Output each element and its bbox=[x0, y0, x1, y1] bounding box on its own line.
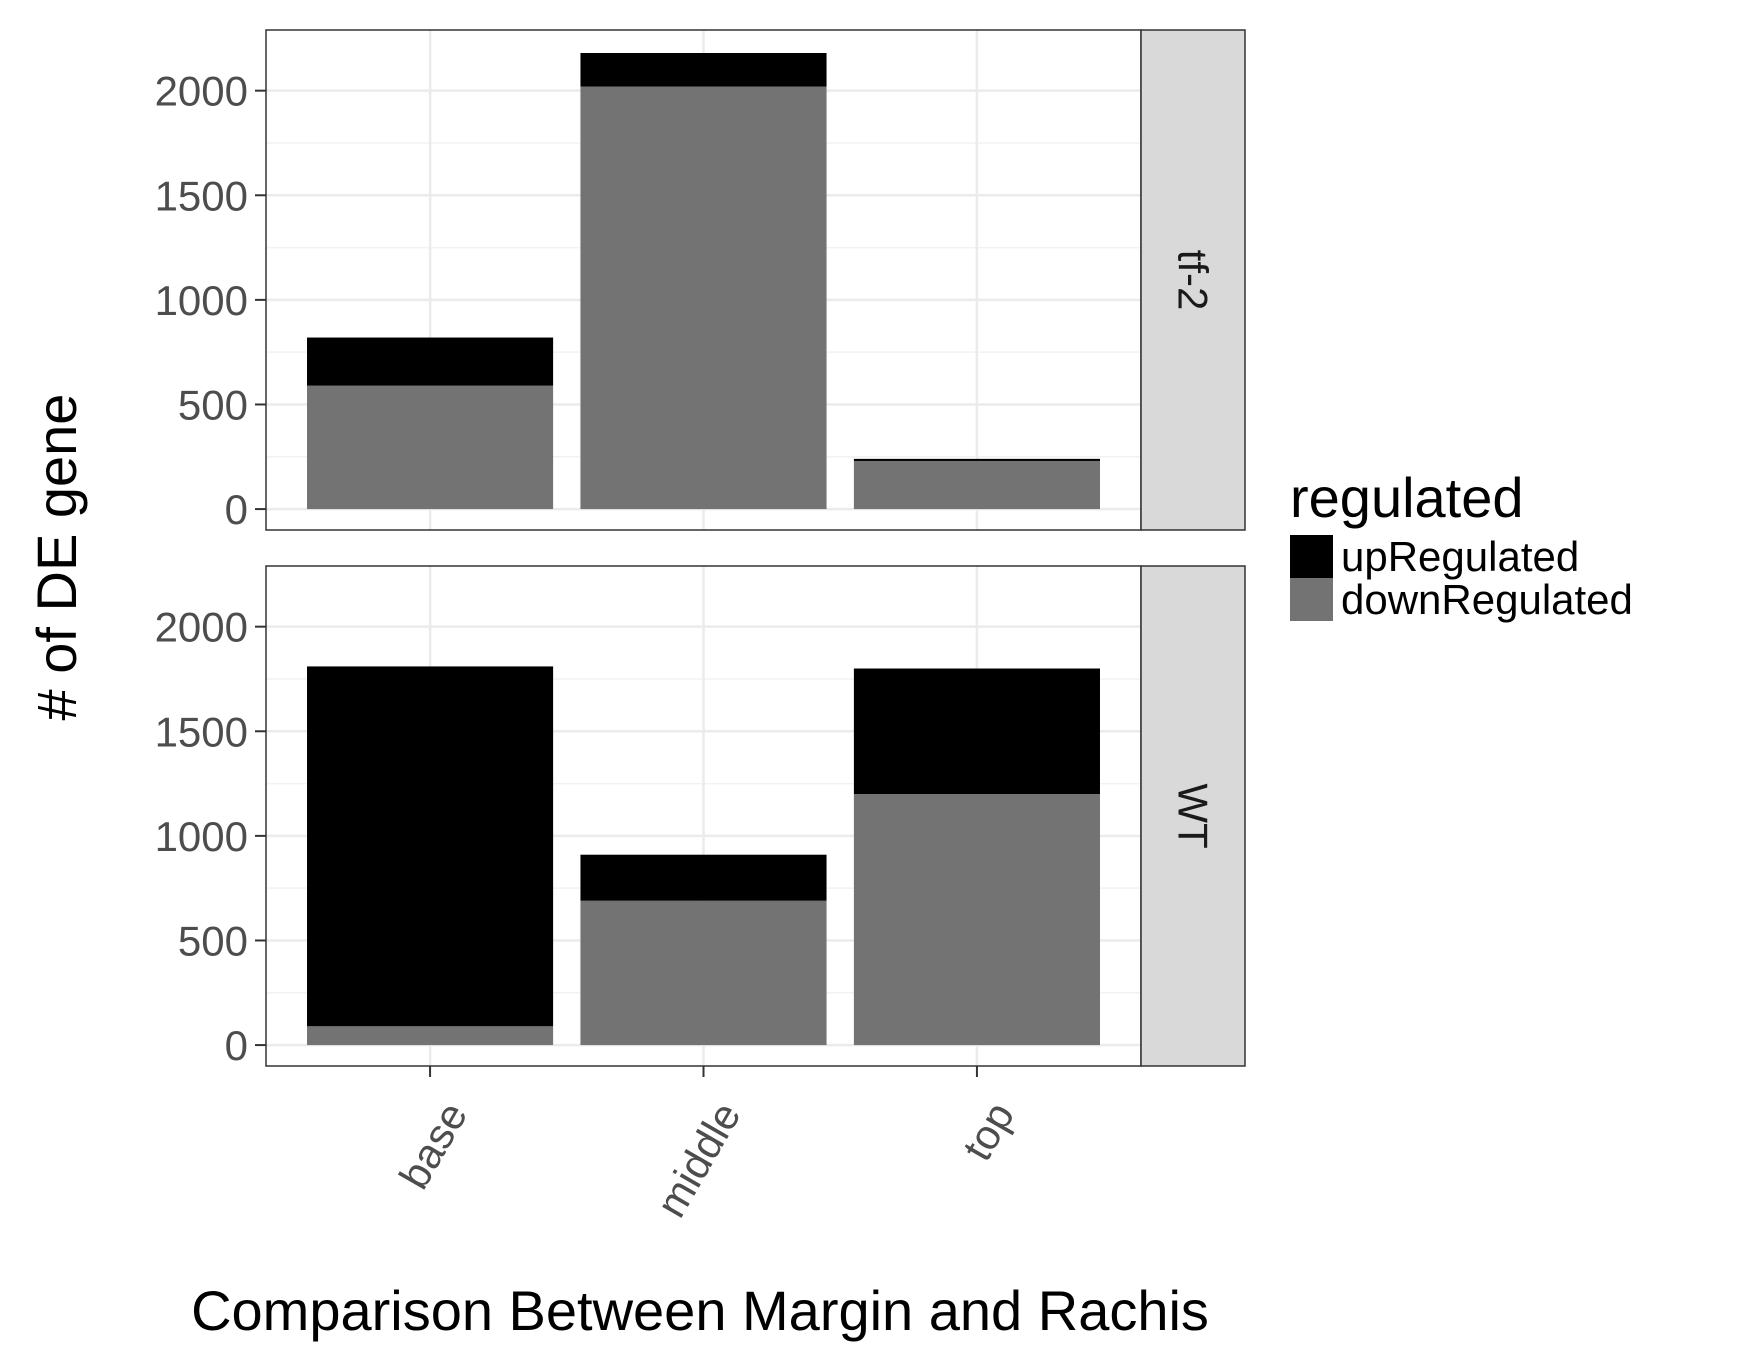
y-tick-label: 2000 bbox=[155, 68, 248, 115]
legend: regulated upRegulated downRegulated bbox=[1290, 466, 1633, 623]
bar-wt-middle-upregulated bbox=[580, 854, 827, 901]
bar-wt-base-downregulated bbox=[307, 1026, 554, 1046]
bar-wt-top-upregulated bbox=[853, 668, 1100, 795]
facet-label-tf-2: tf-2 bbox=[1170, 250, 1217, 311]
bar-tf-2-base-upregulated bbox=[307, 337, 554, 386]
panels-layer: 0 500 1000 1500 2000 tf-2 0 500 1000 1500 2000 WT ba… bbox=[155, 29, 1246, 1225]
y-tick-label: 2000 bbox=[155, 604, 248, 651]
legend-label-upregulated: upRegulated bbox=[1341, 533, 1579, 580]
bar-tf-2-top-downregulated bbox=[853, 460, 1100, 510]
bar-tf-2-middle-downregulated bbox=[580, 86, 827, 510]
facet-label-wt: WT bbox=[1170, 783, 1217, 848]
legend-swatch-upregulated bbox=[1290, 535, 1333, 578]
y-axis-title: # of DE gene bbox=[25, 394, 88, 721]
panel-wt: 0 500 1000 1500 2000 WT bbox=[155, 565, 1246, 1069]
y-tick-label: 500 bbox=[178, 381, 248, 428]
x-axis: base middle top bbox=[390, 1066, 1023, 1225]
x-tick-label-top: top bbox=[953, 1094, 1023, 1168]
bar-wt-top-downregulated bbox=[853, 794, 1100, 1046]
legend-title: regulated bbox=[1290, 466, 1524, 529]
bar-wt-middle-downregulated bbox=[580, 900, 827, 1046]
x-tick-label-base: base bbox=[390, 1094, 476, 1196]
bar-wt-base-upregulated bbox=[307, 666, 554, 1027]
x-axis-title: Comparison Between Margin and Rachis bbox=[191, 1279, 1209, 1342]
bar-tf-2-middle-upregulated bbox=[580, 53, 827, 87]
legend-label-downregulated: downRegulated bbox=[1341, 576, 1633, 623]
x-tick-label-middle: middle bbox=[647, 1094, 750, 1225]
facet-strip bbox=[1140, 29, 1246, 531]
y-tick-label: 1500 bbox=[155, 172, 248, 219]
y-tick-label: 1000 bbox=[155, 813, 248, 860]
y-tick-label: 500 bbox=[178, 917, 248, 964]
bar-tf-2-base-downregulated bbox=[307, 385, 554, 510]
bar-tf-2-top-upregulated bbox=[853, 458, 1100, 461]
facet-strip bbox=[1140, 565, 1246, 1067]
y-tick-label: 0 bbox=[225, 486, 248, 533]
legend-swatch-downregulated bbox=[1290, 578, 1333, 621]
y-tick-label: 1500 bbox=[155, 708, 248, 755]
y-tick-label: 1000 bbox=[155, 277, 248, 324]
panel-tf-2: 0 500 1000 1500 2000 tf-2 bbox=[155, 29, 1246, 533]
y-tick-label: 0 bbox=[225, 1022, 248, 1069]
